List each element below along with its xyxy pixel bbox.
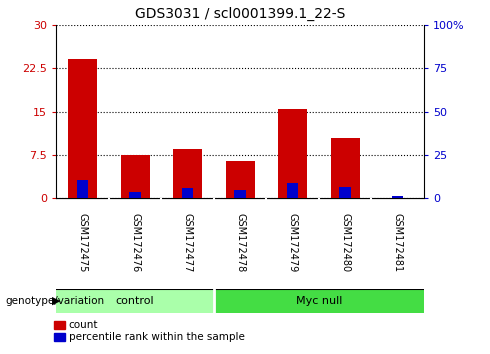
Bar — [287, 183, 298, 198]
Legend: count, percentile rank within the sample: count, percentile rank within the sample — [54, 320, 245, 342]
Text: GSM172476: GSM172476 — [130, 213, 140, 272]
Text: genotype/variation: genotype/variation — [5, 296, 104, 306]
Bar — [234, 190, 246, 198]
Text: GSM172475: GSM172475 — [77, 213, 88, 272]
Text: GSM172478: GSM172478 — [235, 213, 245, 272]
Bar — [121, 155, 149, 198]
Bar — [182, 188, 194, 198]
Bar — [129, 192, 141, 198]
Bar — [331, 138, 360, 198]
Title: GDS3031 / scl0001399.1_22-S: GDS3031 / scl0001399.1_22-S — [135, 7, 345, 21]
Text: GSM172477: GSM172477 — [183, 213, 193, 272]
Bar — [173, 149, 202, 198]
Text: Myc null: Myc null — [295, 296, 342, 306]
Text: GSM172479: GSM172479 — [288, 213, 297, 272]
Bar — [214, 289, 424, 313]
Bar — [68, 59, 97, 198]
Bar — [77, 180, 88, 198]
Text: control: control — [116, 296, 154, 306]
Bar — [56, 289, 214, 313]
Text: GSM172481: GSM172481 — [392, 213, 403, 272]
Text: GSM172480: GSM172480 — [340, 213, 350, 272]
Bar — [278, 109, 307, 198]
Bar — [226, 161, 254, 198]
Bar — [339, 187, 351, 198]
Bar — [392, 196, 403, 198]
Text: ▶: ▶ — [52, 296, 60, 306]
